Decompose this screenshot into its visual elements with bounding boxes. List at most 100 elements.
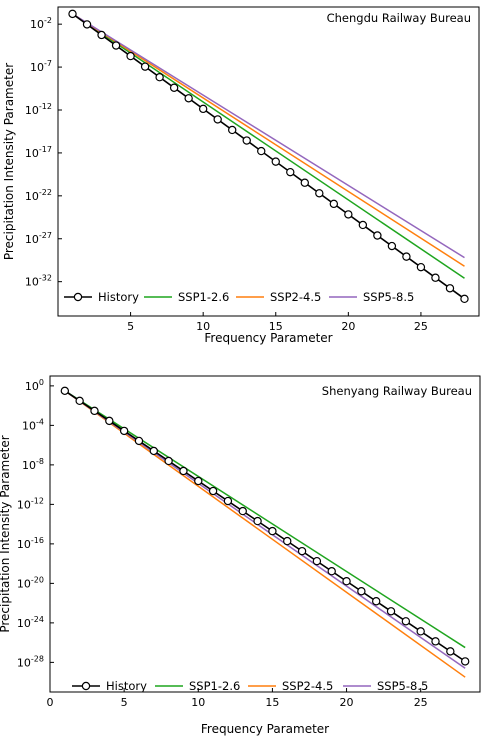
data-point-history: [297, 546, 307, 556]
data-point-history: [271, 157, 280, 166]
data-point-history: [82, 20, 92, 29]
y-tick-label: 10-16: [17, 536, 44, 551]
data-point-history: [60, 386, 70, 396]
data-point-history: [416, 627, 425, 636]
plot-frame: [57, 6, 480, 317]
chart-title: Chengdu Railway Bureau: [327, 11, 471, 25]
y-tick-label: 10-32: [25, 274, 52, 289]
data-point-history: [223, 496, 233, 506]
y-tick-label: 10-28: [17, 654, 44, 669]
data-point-history: [268, 526, 277, 536]
x-tick-label: 25: [414, 320, 428, 333]
x-tick-label: 0: [47, 696, 54, 709]
data-point-history: [242, 136, 251, 145]
x-tick-label: 20: [341, 320, 355, 333]
data-point-history: [460, 657, 470, 666]
data-point-history: [149, 446, 158, 456]
data-point-history: [327, 566, 336, 576]
data-point-history: [373, 231, 382, 240]
series-group: [60, 386, 470, 678]
y-tick-label: 10-8: [22, 457, 44, 472]
legend-label-ssp1-2-6: SSP1-2.6: [189, 679, 240, 693]
y-tick-label: 100: [25, 378, 44, 393]
legend-label-ssp5-8-5: SSP5-8.5: [363, 290, 414, 304]
legend-label-history: History: [106, 679, 147, 693]
data-point-history: [446, 647, 455, 656]
data-point-history: [342, 577, 351, 586]
legend-label-ssp2-4-5: SSP2-4.5: [282, 679, 333, 693]
y-tick-label: 10-2: [30, 16, 52, 31]
data-point-history: [194, 476, 203, 486]
y-tick-label: 10-20: [17, 575, 44, 590]
data-point-history: [431, 637, 440, 646]
series-group: [68, 9, 469, 304]
data-point-history: [358, 220, 368, 230]
y-tick-label: 10-7: [30, 59, 52, 74]
series-line-ssp5-8-5: [64, 390, 466, 669]
legend-label-history: History: [98, 290, 139, 304]
data-point-history: [228, 125, 237, 135]
data-point-history: [253, 516, 262, 526]
data-point-history: [179, 466, 188, 476]
x-tick-label: 15: [269, 320, 283, 333]
legend-label-ssp5-8-5: SSP5-8.5: [377, 679, 428, 693]
plot-frame: [49, 375, 481, 693]
data-point-history: [140, 62, 150, 71]
data-point-history: [164, 456, 173, 466]
series-line-history: [64, 390, 466, 663]
y-tick-label: 10-17: [25, 145, 52, 160]
data-point-history: [286, 167, 295, 177]
x-tick-label: 5: [127, 320, 134, 333]
x-axis-label: Frequency Parameter: [201, 722, 329, 736]
y-axis-label: Precipitation Intensity Parameter: [2, 63, 16, 260]
x-axis-label: Frequency Parameter: [204, 331, 332, 345]
legend-marker-history: [81, 681, 91, 691]
series-line-ssp1-2-6: [64, 390, 466, 649]
legend-label-ssp2-4-5: SSP2-4.5: [270, 290, 321, 304]
y-tick-label: 10-27: [25, 231, 52, 246]
data-point-history: [386, 607, 396, 616]
chart-panel-2: 0 5 10 15 20 25 100 10-4 10-8 10-12 10-16 10-20 10-2…: [0, 375, 481, 736]
series-line-ssp2-4-5: [64, 390, 466, 678]
data-point-history: [119, 426, 129, 436]
data-point-history: [208, 486, 218, 496]
legend-marker-history: [73, 292, 83, 302]
y-tick-label: 10-22: [25, 188, 52, 203]
data-point-history: [75, 396, 84, 406]
y-tick-label: 10-24: [17, 615, 44, 630]
data-point-history: [401, 617, 411, 626]
data-point-history: [169, 83, 179, 92]
series-line-ssp5-8-5: [72, 13, 465, 259]
x-tick-label: 15: [265, 696, 279, 709]
y-tick-label: 10-12: [17, 496, 44, 511]
data-point-history: [134, 436, 144, 446]
legend: History SSP1-2.6 SSP2-4.5 SSP5-8.5: [72, 679, 428, 693]
y-tick-label: 10-12: [25, 102, 52, 117]
data-point-history: [329, 199, 339, 209]
data-point-history: [402, 252, 411, 261]
data-point-history: [213, 115, 222, 124]
data-point-history: [416, 262, 426, 272]
data-point-history: [184, 94, 193, 103]
data-point-history: [357, 587, 366, 596]
chart-title: Shenyang Railway Bureau: [322, 384, 472, 398]
data-point-history: [300, 178, 309, 187]
legend: History SSP1-2.6 SSP2-4.5 SSP5-8.5: [64, 290, 414, 304]
data-point-history: [344, 210, 353, 219]
x-tick-label: 25: [414, 696, 428, 709]
x-tick-label: 10: [196, 320, 210, 333]
data-point-history: [126, 51, 135, 61]
data-point-history: [68, 9, 77, 19]
series-line-ssp1-2-6: [72, 13, 465, 279]
y-axis-label: Precipitation Intensity Parameter: [0, 435, 12, 632]
legend-label-ssp1-2-6: SSP1-2.6: [178, 290, 229, 304]
x-tick-label: 5: [121, 696, 128, 709]
data-point-history: [238, 506, 247, 516]
data-point-history: [155, 72, 164, 82]
data-point-history: [198, 104, 208, 114]
series-line-history: [72, 13, 465, 300]
data-point-history: [315, 189, 324, 198]
x-tick-label: 10: [191, 696, 205, 709]
y-tick-label: 10-4: [22, 417, 44, 432]
